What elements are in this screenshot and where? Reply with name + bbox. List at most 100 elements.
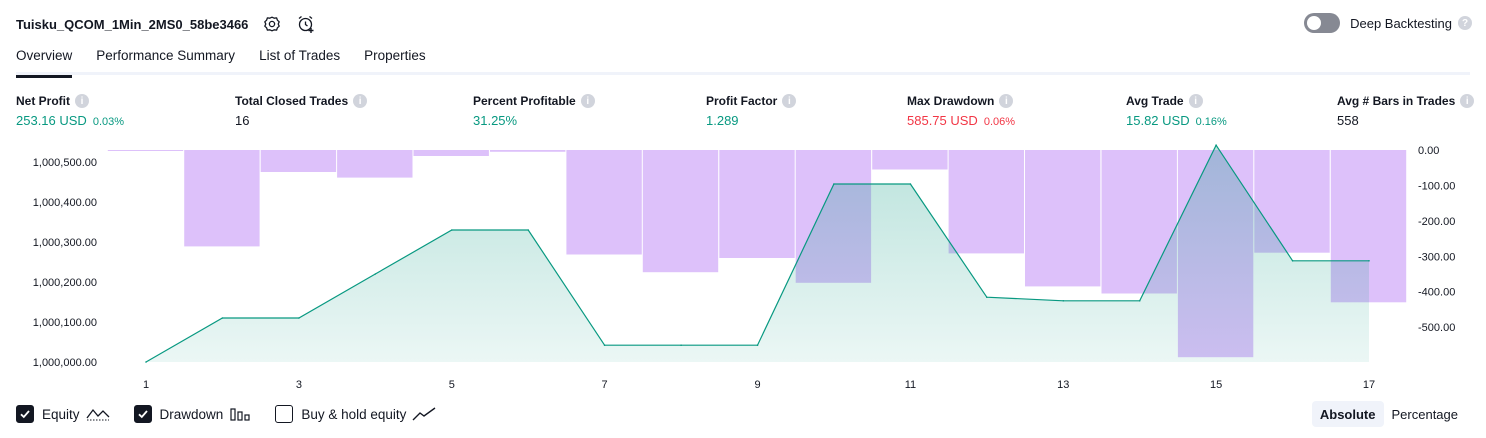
tab-list-of-trades[interactable]: List of Trades (259, 48, 341, 63)
equity-point (603, 344, 606, 346)
metric-value: 1.289 (706, 113, 739, 128)
equity-point (298, 317, 300, 319)
metric-value: 585.75 USD (907, 113, 978, 128)
metric-label: Percent Profitable (473, 94, 576, 108)
metric-max-drawdown: Max Drawdown i 585.75 USD 0.06% (907, 93, 1015, 128)
metric-percent: 0.03% (92, 116, 125, 128)
metric-profit-factor: Profit Factor i 1.289 (706, 93, 797, 128)
left-axis-tick-label: 1,000,300.00 (33, 237, 97, 249)
deep-backtesting-toggle[interactable] (1304, 13, 1341, 33)
tab-overview[interactable]: Overview (16, 44, 73, 78)
chart-legend: Equity Drawdown Buy & hold equity (16, 403, 460, 425)
drawdown-bar (566, 150, 642, 255)
x-axis-tick-label: 13 (1057, 379, 1069, 391)
equity-point (1368, 260, 1370, 262)
drawdown-bar (1025, 150, 1101, 287)
equity-checkbox[interactable] (16, 405, 34, 423)
legend-label: Buy & hold equity (301, 406, 407, 422)
right-axis-tick-label: -300.00 (1418, 251, 1455, 263)
metric-label: Avg Trade (1126, 94, 1184, 108)
value-mode-switch: Absolute Percentage (1311, 401, 1466, 427)
metric-value: 15.82 USD (1126, 113, 1190, 128)
equity-point (680, 344, 682, 346)
metric-value: 253.16 USD (16, 113, 87, 128)
equity-point (527, 229, 529, 231)
equity-point (986, 296, 988, 298)
left-axis-tick-label: 1,000,400.00 (33, 197, 97, 209)
metric-label: Max Drawdown (907, 94, 995, 108)
metric-avg-bars-in-trades: Avg # Bars in Trades i 558 (1337, 93, 1475, 128)
metric-label: Profit Factor (706, 94, 778, 108)
drawdown-bar (413, 150, 489, 156)
legend-buy-hold-equity[interactable]: Buy & hold equity (275, 405, 436, 423)
help-icon[interactable]: i (353, 94, 368, 108)
right-axis-tick-label: -100.00 (1418, 180, 1455, 192)
x-axis-tick-label: 15 (1210, 379, 1222, 391)
help-icon[interactable]: i (75, 94, 89, 108)
equity-drawdown-chart[interactable]: 1,000,000.00 1,000,100.00 1,000,200.00 1,00… (0, 140, 1486, 398)
right-axis-tick-label: -500.00 (1418, 322, 1455, 334)
metric-total-closed-trades: Total Closed Trades i 16 (235, 93, 368, 128)
x-axis-tick-label: 9 (754, 379, 760, 391)
equity-point (451, 229, 453, 231)
equity-area (146, 145, 1369, 362)
left-axis-tick-label: 1,000,100.00 (33, 317, 97, 329)
deep-backtesting: Deep Backtesting ? (1304, 13, 1472, 33)
legend-label: Drawdown (159, 406, 224, 422)
equity-line-icon (86, 406, 110, 422)
equity-point (145, 361, 147, 363)
equity-point (1062, 300, 1065, 302)
right-axis-tick-label: -400.00 (1418, 287, 1455, 299)
metric-value: 558 (1337, 113, 1359, 128)
drawdown-checkbox[interactable] (133, 405, 152, 423)
metric-label: Total Closed Trades (235, 94, 349, 108)
right-axis-tick-label: -200.00 (1418, 216, 1455, 228)
buy-hold-checkbox[interactable] (275, 405, 294, 423)
toggle-knob (1307, 16, 1322, 30)
tab-performance-summary[interactable]: Performance Summary (96, 48, 236, 63)
metric-percent: 0.06% (983, 116, 1016, 128)
drawdown-bar (948, 150, 1024, 254)
add-alert-clock-icon[interactable] (296, 14, 316, 34)
percentage-button[interactable]: Percentage (1391, 406, 1459, 422)
absolute-button[interactable]: Absolute (1311, 401, 1384, 427)
equity-point (909, 183, 912, 185)
metric-label: Net Profit (16, 94, 70, 108)
equity-point (1138, 300, 1141, 302)
tab-properties[interactable]: Properties (364, 48, 426, 63)
drawdown-bars-icon (229, 406, 251, 422)
strategy-name: Tuisku_QCOM_1Min_2MS0_58be3466 (16, 16, 249, 32)
equity-point (1291, 260, 1294, 262)
x-axis-tick-label: 3 (296, 379, 302, 391)
x-axis-tick-label: 5 (449, 379, 455, 391)
left-axis-tick-label: 1,000,200.00 (33, 277, 97, 289)
legend-drawdown[interactable]: Drawdown (133, 405, 252, 423)
drawdown-bar (872, 150, 948, 170)
equity-point (833, 183, 835, 185)
equity-point (1215, 144, 1217, 146)
metric-percent-profitable: Percent Profitable i 31.25% (473, 93, 595, 128)
help-icon[interactable]: i (1188, 94, 1203, 108)
metric-net-profit: Net Profit i 253.16 USD 0.03% (16, 93, 124, 128)
deep-backtesting-label: Deep Backtesting (1350, 15, 1452, 31)
metric-percent: 0.16% (1195, 116, 1227, 128)
drawdown-bar (107, 150, 184, 151)
help-icon[interactable]: i (1460, 94, 1475, 108)
drawdown-bar (337, 150, 413, 178)
help-icon[interactable]: ? (1458, 16, 1472, 30)
legend-label: Equity (42, 406, 80, 422)
settings-icon[interactable] (262, 14, 282, 34)
metric-label: Avg # Bars in Trades (1337, 94, 1456, 108)
left-axis-tick-label: 1,000,500.00 (33, 157, 97, 169)
drawdown-bar (642, 150, 719, 273)
help-icon[interactable]: i (782, 94, 797, 108)
metric-value: 31.25% (473, 113, 518, 128)
left-axis-tick-label: 1,000,000.00 (33, 357, 97, 369)
equity-point (756, 344, 759, 346)
help-icon[interactable]: i (580, 94, 595, 108)
drawdown-bar (490, 150, 566, 152)
help-icon[interactable]: i (999, 94, 1014, 108)
legend-equity[interactable]: Equity (16, 405, 110, 423)
drawdown-bar (719, 150, 795, 258)
drawdown-bar (260, 150, 337, 172)
